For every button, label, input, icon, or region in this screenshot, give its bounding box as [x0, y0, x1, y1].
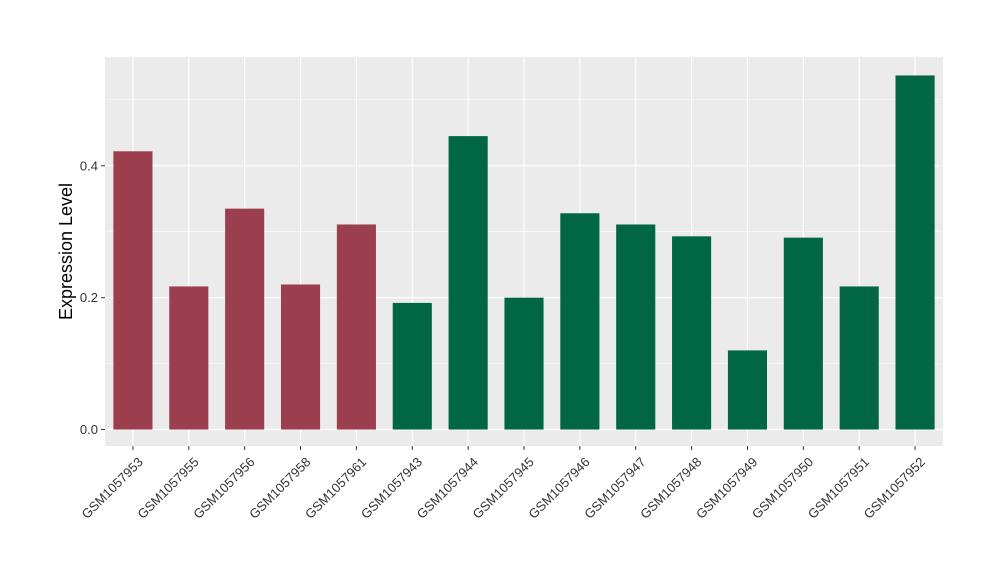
bar: [225, 208, 265, 430]
bar: [895, 75, 935, 430]
bar: [672, 236, 712, 430]
bar: [504, 297, 544, 430]
bar: [560, 213, 600, 430]
bar: [280, 284, 321, 430]
y-tick-label: 0.0: [80, 422, 98, 437]
y-axis-title: Expression Level: [56, 183, 76, 320]
bar: [839, 286, 879, 430]
bars: [113, 75, 935, 430]
y-tick-label: 0.4: [80, 158, 98, 173]
bar: [727, 350, 768, 430]
bar: [448, 136, 488, 430]
x-axis: GSM1057953GSM1057955GSM1057956GSM1057958…: [78, 446, 928, 522]
bar: [783, 237, 823, 430]
y-axis: 0.0 0.2 0.4: [80, 158, 105, 437]
bar: [616, 224, 656, 430]
bar: [392, 302, 432, 430]
bar: [113, 151, 153, 430]
bar: [169, 286, 209, 430]
y-tick-label: 0.2: [80, 290, 98, 305]
bar: [336, 224, 376, 430]
